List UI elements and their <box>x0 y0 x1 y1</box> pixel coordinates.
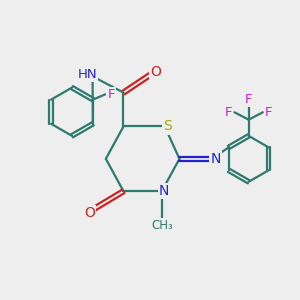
Text: S: S <box>163 119 172 134</box>
Text: O: O <box>84 206 95 220</box>
Text: O: O <box>150 65 161 79</box>
Text: N: N <box>211 152 221 166</box>
Text: N: N <box>159 184 169 198</box>
Text: F: F <box>225 106 232 119</box>
Text: F: F <box>265 106 272 119</box>
Text: HN: HN <box>77 68 97 81</box>
Text: CH₃: CH₃ <box>151 219 173 232</box>
Text: F: F <box>245 93 252 106</box>
Text: F: F <box>107 88 115 101</box>
